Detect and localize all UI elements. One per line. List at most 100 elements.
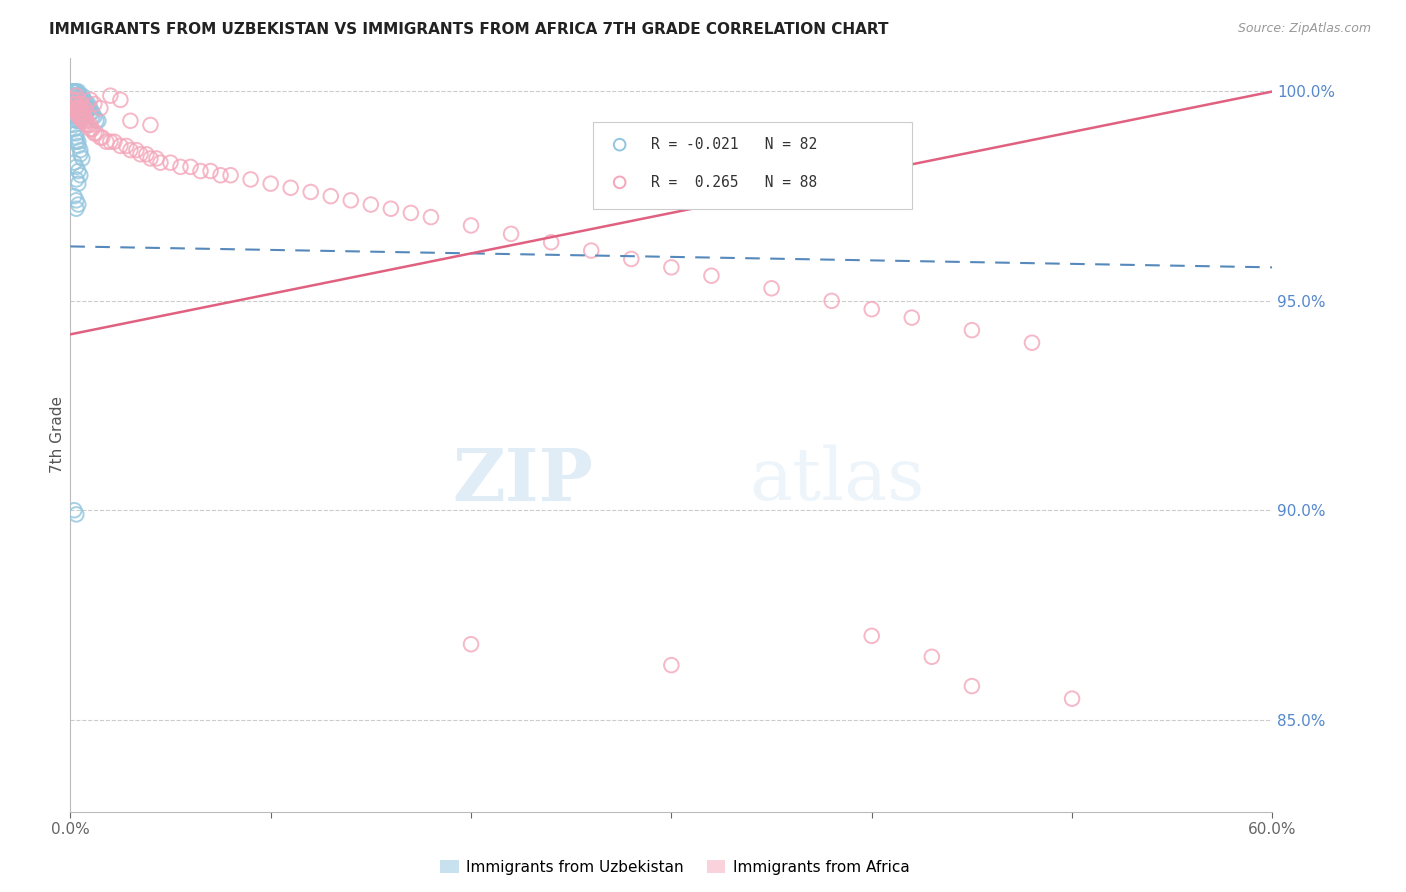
Point	[86, 113, 108, 128]
Point	[67, 101, 90, 115]
Point	[65, 97, 87, 112]
Point	[69, 168, 91, 182]
Point	[761, 281, 783, 295]
Point	[103, 135, 125, 149]
Point	[79, 122, 101, 136]
Point	[89, 130, 111, 145]
Point	[75, 105, 97, 120]
Point	[1021, 335, 1043, 350]
Point	[73, 97, 96, 112]
FancyBboxPatch shape	[593, 122, 912, 209]
Point	[860, 629, 883, 643]
Point	[501, 227, 523, 241]
Point	[69, 110, 91, 124]
Point	[860, 302, 883, 317]
Point	[65, 97, 87, 112]
Point	[180, 160, 202, 174]
Point	[380, 202, 402, 216]
Point	[67, 135, 90, 149]
Point	[67, 88, 90, 103]
Point	[65, 110, 87, 124]
Point	[65, 93, 87, 107]
Point	[65, 85, 87, 99]
Point	[72, 110, 94, 124]
Point	[83, 127, 105, 141]
Point	[98, 88, 122, 103]
Point	[91, 130, 114, 145]
Text: ZIP: ZIP	[453, 444, 593, 516]
Point	[219, 168, 242, 182]
Point	[63, 85, 86, 99]
Point	[75, 101, 97, 115]
Point	[129, 147, 152, 161]
Point	[974, 566, 997, 580]
Point	[65, 172, 87, 186]
Point	[75, 97, 97, 112]
Point	[69, 105, 91, 120]
Point	[77, 97, 100, 112]
Point	[63, 118, 86, 132]
Point	[63, 105, 86, 120]
Point	[73, 110, 96, 124]
Point	[65, 101, 87, 115]
Point	[79, 101, 101, 115]
Text: IMMIGRANTS FROM UZBEKISTAN VS IMMIGRANTS FROM AFRICA 7TH GRADE CORRELATION CHART: IMMIGRANTS FROM UZBEKISTAN VS IMMIGRANTS…	[49, 22, 889, 37]
Y-axis label: 7th Grade: 7th Grade	[49, 396, 65, 474]
Point	[280, 181, 302, 195]
Point	[65, 508, 87, 522]
Point	[63, 97, 86, 112]
Point	[700, 268, 723, 283]
Point	[209, 168, 232, 182]
Point	[63, 93, 86, 107]
Point	[65, 105, 87, 120]
Point	[661, 658, 683, 673]
Point	[65, 85, 87, 99]
Point	[63, 85, 86, 99]
Point	[69, 97, 91, 112]
Point	[921, 649, 943, 664]
Point	[65, 105, 87, 120]
Point	[72, 152, 94, 166]
Point	[72, 105, 94, 120]
Point	[89, 101, 111, 115]
Point	[69, 110, 91, 124]
Point	[120, 113, 142, 128]
Point	[73, 113, 96, 128]
Point	[159, 155, 181, 169]
Point	[420, 210, 443, 224]
Point	[960, 323, 983, 337]
Point	[63, 155, 86, 169]
Point	[67, 110, 90, 124]
Point	[63, 101, 86, 115]
Point	[110, 93, 132, 107]
Point	[60, 85, 83, 99]
Point	[69, 93, 91, 107]
Point	[65, 93, 87, 107]
Point	[960, 679, 983, 693]
Point	[319, 189, 342, 203]
Point	[65, 101, 87, 115]
Point	[60, 85, 83, 99]
Point	[63, 503, 86, 517]
Point	[69, 101, 91, 115]
Point	[65, 97, 87, 112]
Point	[399, 206, 422, 220]
Point	[69, 147, 91, 161]
Point	[67, 110, 90, 124]
Point	[73, 101, 96, 115]
Point	[135, 147, 157, 161]
Point	[83, 97, 105, 112]
Point	[67, 85, 90, 99]
Point	[67, 105, 90, 120]
Point	[82, 122, 104, 136]
Point	[79, 118, 101, 132]
Point	[65, 194, 87, 208]
Point	[63, 189, 86, 203]
Point	[120, 143, 142, 157]
Point	[67, 97, 90, 112]
Point	[460, 219, 482, 233]
Point	[77, 118, 100, 132]
Point	[87, 113, 110, 128]
Point	[75, 113, 97, 128]
Point	[67, 93, 90, 107]
